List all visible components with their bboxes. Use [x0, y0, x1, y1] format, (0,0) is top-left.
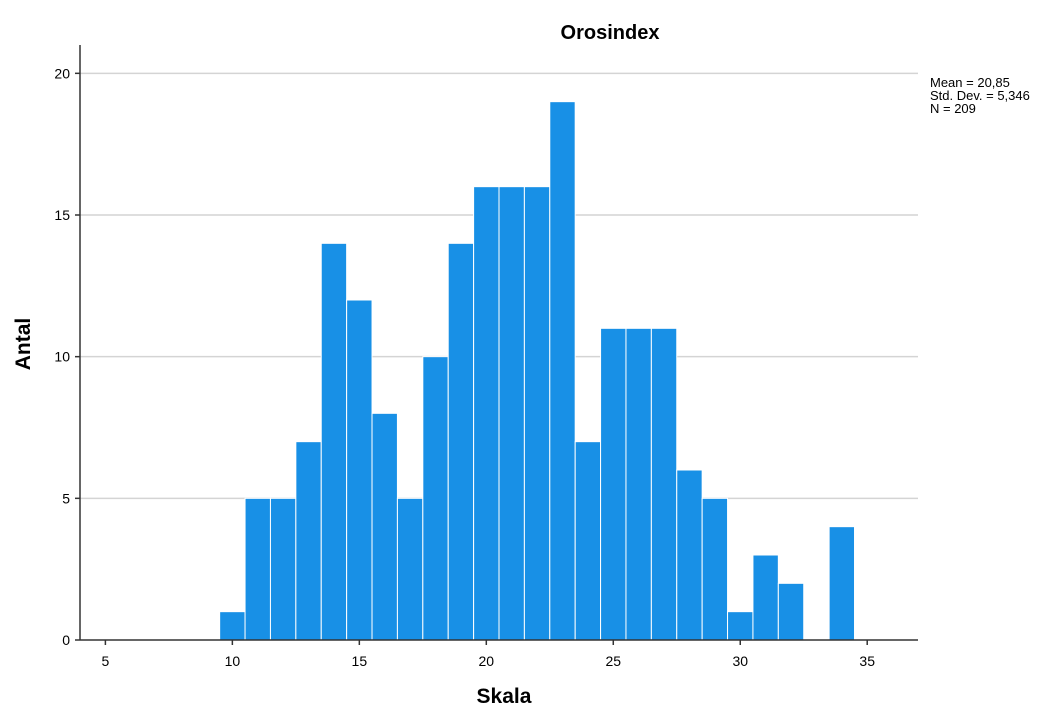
x-tick-label-25: 25	[605, 653, 621, 669]
bar-34	[828, 526, 856, 641]
bar-19	[447, 242, 475, 641]
x-tick-label-35: 35	[859, 653, 875, 669]
bar-10	[219, 611, 246, 641]
statistics-box: Mean = 20,85 Std. Dev. = 5,346 N = 209	[930, 75, 1030, 116]
x-axis-title: Skala	[477, 685, 532, 708]
bar-16	[371, 412, 398, 641]
bar-23	[549, 101, 576, 641]
x-tick-label-30: 30	[732, 653, 748, 669]
y-tick-label-0: 0	[62, 632, 70, 648]
bar-26	[625, 327, 652, 641]
bar-11	[244, 497, 271, 641]
x-tick-label-15: 15	[352, 653, 368, 669]
bar-17	[396, 497, 424, 641]
bar-12	[269, 497, 297, 641]
y-axis-title: Antal	[12, 318, 35, 371]
bar-24	[574, 441, 602, 641]
y-tick-label-5: 5	[62, 490, 70, 506]
y-tick-label-10: 10	[54, 349, 70, 365]
axes	[79, 45, 918, 641]
bar-21	[498, 186, 525, 641]
bar-30	[727, 611, 754, 641]
stat-n: N = 209	[930, 101, 976, 116]
bar-15	[346, 299, 373, 641]
y-tick-label-15: 15	[54, 207, 70, 223]
x-tick-label-20: 20	[479, 653, 495, 669]
bar-28	[676, 469, 703, 641]
bar-14	[320, 242, 348, 641]
bar-27	[650, 327, 678, 641]
bar-31	[752, 554, 779, 641]
x-tick-label-5: 5	[101, 653, 109, 669]
x-tick-label-10: 10	[225, 653, 241, 669]
histogram-bars	[219, 101, 856, 641]
bar-25	[600, 327, 627, 641]
tick-labels: 5 10 15 20 25 30 35 0 5 10 15 20	[54, 65, 875, 669]
bar-22	[523, 186, 551, 641]
y-tick-label-20: 20	[54, 65, 70, 81]
bar-32	[777, 582, 805, 641]
stat-mean: Mean = 20,85	[930, 75, 1010, 90]
bar-13	[295, 441, 322, 641]
bar-18	[422, 356, 449, 641]
stat-std-dev: Std. Dev. = 5,346	[930, 88, 1030, 103]
bar-20	[473, 186, 500, 641]
chart-title: Orosindex	[561, 22, 660, 44]
bar-29	[701, 497, 729, 641]
